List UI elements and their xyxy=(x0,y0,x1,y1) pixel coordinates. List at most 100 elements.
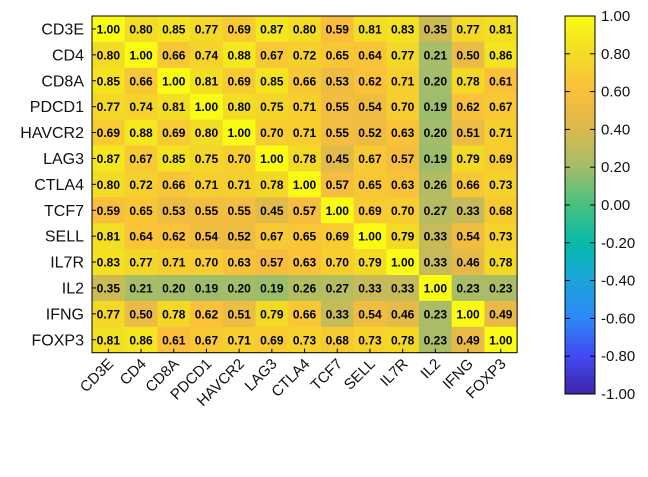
cell-value-label: 0.62 xyxy=(456,100,480,114)
cell-value-label: 1.00 xyxy=(326,204,350,218)
heatmap-cell xyxy=(255,41,289,69)
heatmap-cell xyxy=(157,16,191,43)
colorbar-tick-label: 1.00 xyxy=(601,8,630,25)
cell-value-label: 0.79 xyxy=(391,230,415,244)
heatmap-cell xyxy=(222,197,256,224)
cell-value-label: 0.88 xyxy=(129,126,153,140)
cell-value-label: 0.62 xyxy=(162,230,186,244)
heatmap-cell xyxy=(451,171,485,198)
heatmap-cell xyxy=(320,145,355,172)
heatmap-cell xyxy=(320,119,355,146)
row-label: HAVCR2 xyxy=(20,125,84,142)
cell-value-label: 0.20 xyxy=(227,281,251,295)
cell-value-label: 0.61 xyxy=(162,333,186,347)
cell-value-label: 0.23 xyxy=(424,307,448,321)
cell-value-label: 0.33 xyxy=(358,281,382,295)
heatmap-cell xyxy=(190,171,224,198)
heatmap-cell xyxy=(157,300,191,328)
cell-value-label: 0.74 xyxy=(129,100,153,114)
heatmap-cell xyxy=(288,171,322,198)
heatmap-cell xyxy=(353,275,387,302)
cell-value-label: 0.73 xyxy=(293,333,317,347)
cell-value-label: 0.55 xyxy=(326,100,350,114)
cell-value-label: 0.49 xyxy=(456,333,480,347)
heatmap-cell xyxy=(386,119,420,146)
colorbar-tick-label: 0.60 xyxy=(601,84,630,101)
colorbar-tick-label: -0.80 xyxy=(601,348,635,365)
cell-value-label: 1.00 xyxy=(227,126,251,140)
heatmap-cell xyxy=(484,145,518,172)
cell-value-label: 0.67 xyxy=(260,230,284,244)
cell-value-label: 0.63 xyxy=(391,178,415,192)
cell-value-label: 0.52 xyxy=(227,230,251,244)
cell-value-label: 0.75 xyxy=(260,100,284,114)
heatmap-cell xyxy=(92,67,126,95)
heatmap-cell xyxy=(190,197,224,224)
cell-value-label: 0.81 xyxy=(358,22,382,36)
heatmap-cell xyxy=(353,171,387,198)
cell-value-label: 0.55 xyxy=(227,204,251,218)
cell-value-label: 0.77 xyxy=(97,100,121,114)
heatmap-cell xyxy=(190,275,224,302)
row-label: TCF7 xyxy=(44,203,84,220)
cell-value-label: 0.71 xyxy=(195,178,219,192)
cell-value-label: 0.68 xyxy=(489,204,513,218)
row-label: CTLA4 xyxy=(34,177,84,194)
heatmap-cell xyxy=(386,300,420,328)
heatmap-cell xyxy=(320,275,355,302)
cell-value-label: 0.55 xyxy=(326,126,350,140)
cell-value-label: 0.70 xyxy=(195,256,219,270)
column-labels: CD3E CD4CD8APDCD1HAVCR2LAG3CTLA4TCF7SELLI… xyxy=(77,355,510,409)
heatmap-cell xyxy=(386,171,420,198)
cell-value-label: 0.81 xyxy=(195,74,219,88)
cell-value-label: 0.63 xyxy=(227,256,251,270)
cell-value-label: 0.33 xyxy=(456,204,480,218)
heatmap-cell xyxy=(320,41,355,69)
heatmap-cell xyxy=(484,119,518,146)
cell-value-label: 1.00 xyxy=(424,281,448,295)
cell-value-label: 0.54 xyxy=(358,100,382,114)
cell-value-label: 0.66 xyxy=(293,307,317,321)
heatmap-cell xyxy=(255,171,289,198)
cell-value-label: 0.52 xyxy=(358,126,382,140)
cell-value-label: 0.63 xyxy=(293,256,317,270)
cell-value-label: 1.00 xyxy=(162,74,186,88)
colorbar-tick-label: -0.60 xyxy=(601,310,635,327)
heatmap-cell xyxy=(419,145,453,172)
cell-value-label: 0.75 xyxy=(195,152,219,166)
cell-value-label: 0.54 xyxy=(358,307,382,321)
cell-value-label: 1.00 xyxy=(456,307,480,321)
cell-value-label: 1.00 xyxy=(293,178,317,192)
heatmap-cell xyxy=(484,249,518,276)
cell-value-label: 0.72 xyxy=(293,48,317,62)
cell-value-label: 0.66 xyxy=(293,74,317,88)
row-label: SELL xyxy=(45,229,84,246)
cell-value-label: 0.85 xyxy=(97,74,121,88)
heatmap-cell xyxy=(124,275,158,302)
cell-value-label: 0.65 xyxy=(326,48,350,62)
cell-value-label: 0.33 xyxy=(391,281,415,295)
heatmap-cell xyxy=(419,171,453,198)
cell-value-label: 0.78 xyxy=(489,256,513,270)
heatmap-cell xyxy=(157,145,191,172)
cell-value-label: 0.69 xyxy=(260,333,284,347)
cell-value-label: 0.50 xyxy=(456,48,480,62)
cell-value-label: 0.71 xyxy=(293,126,317,140)
cell-value-label: 0.77 xyxy=(97,307,121,321)
heatmap-cell xyxy=(124,145,158,172)
cell-value-label: 1.00 xyxy=(358,230,382,244)
heatmap-cell xyxy=(255,197,289,224)
heatmap-cell xyxy=(419,119,453,146)
cell-value-label: 0.66 xyxy=(129,74,153,88)
heatmap-cell xyxy=(157,275,191,302)
heatmap-cell xyxy=(124,249,158,276)
heatmap-cell xyxy=(124,223,158,250)
heatmap-cell xyxy=(353,223,387,250)
cell-value-label: 0.86 xyxy=(489,48,513,62)
cell-value-label: 0.21 xyxy=(129,281,153,295)
cell-value-label: 0.83 xyxy=(391,22,415,36)
heatmap-cell xyxy=(222,249,256,276)
heatmap-cell xyxy=(386,16,420,43)
cell-value-label: 0.71 xyxy=(391,74,415,88)
cell-value-label: 0.19 xyxy=(424,152,448,166)
